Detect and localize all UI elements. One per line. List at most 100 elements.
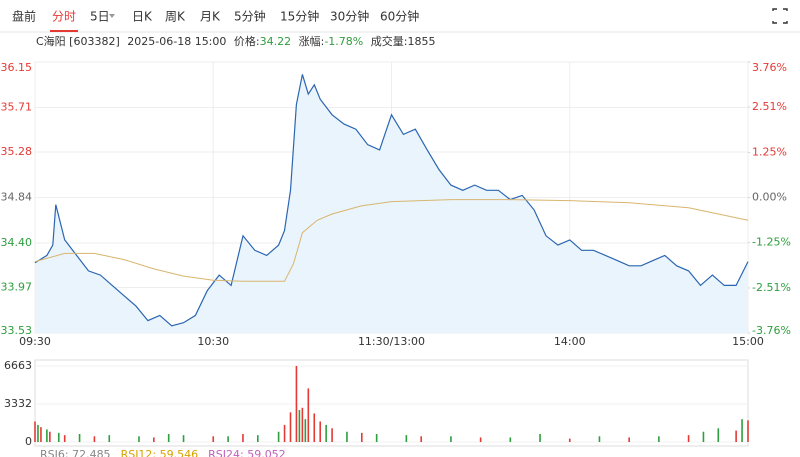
y-tick-label: 0 xyxy=(25,435,32,448)
volume-bar xyxy=(242,434,244,442)
volume-bar xyxy=(346,431,348,442)
y2-tick-label: 3.76% xyxy=(752,61,787,74)
info-label: 价格: xyxy=(234,34,260,48)
tab[interactable]: 周K xyxy=(165,10,186,24)
volume-bar xyxy=(568,438,571,442)
y-tick-label: 36.15 xyxy=(1,61,33,74)
y-tick-label: 35.71 xyxy=(1,101,33,114)
y-tick-label: 6663 xyxy=(4,359,32,372)
volume-bar xyxy=(37,424,39,442)
volume-bar xyxy=(319,421,321,442)
volume-bar xyxy=(331,428,333,442)
x-tick-label: 11:30/13:00 xyxy=(358,335,425,348)
volume-bar xyxy=(304,419,307,442)
volume-bar xyxy=(702,431,705,442)
volume-bar xyxy=(747,420,749,442)
y2-tick-label: 2.51% xyxy=(752,100,787,113)
tab[interactable]: 日K xyxy=(132,10,153,24)
average-line xyxy=(34,199,749,282)
volume-bar xyxy=(307,388,310,442)
volume-bar xyxy=(257,435,259,442)
volume-bar xyxy=(405,435,408,442)
info-change: -1.78% xyxy=(324,35,363,48)
x-tick-label: 09:30 xyxy=(19,335,51,348)
price-line xyxy=(34,74,749,327)
volume-bar xyxy=(283,424,286,442)
volume-bar xyxy=(479,437,482,442)
tab[interactable]: 30分钟 xyxy=(330,9,369,24)
x-tick-label: 15:00 xyxy=(732,335,764,348)
volume-bar xyxy=(153,437,155,442)
y2-tick-label: -1.25% xyxy=(752,236,791,249)
y-tick-label: 35.28 xyxy=(1,145,33,158)
tab[interactable]: 盘前 xyxy=(12,9,36,24)
volume-bar xyxy=(212,436,215,442)
volume-bar xyxy=(138,436,140,442)
volume-bar xyxy=(167,434,170,442)
volume-bar xyxy=(227,436,229,442)
fullscreen-icon[interactable] xyxy=(772,8,788,24)
x-tick-label: 14:00 xyxy=(554,335,586,348)
volume-bar xyxy=(49,431,51,442)
volume-bar xyxy=(313,413,316,442)
info-volume: 成交量:1855 xyxy=(371,34,436,48)
y2-tick-label: -2.51% xyxy=(752,281,791,294)
volume-bar xyxy=(301,407,304,442)
volume-bar xyxy=(628,437,630,442)
volume-bar xyxy=(40,427,42,442)
volume-bar xyxy=(63,435,66,442)
volume-bar xyxy=(298,410,301,442)
x-tick-label: 10:30 xyxy=(197,335,229,348)
volume-bar xyxy=(78,434,81,442)
volume-bar xyxy=(735,430,737,442)
tab[interactable]: 5分钟 xyxy=(234,9,266,24)
info-text: C海阳 [603382] 2025-06-18 15:00 价格:34.22 涨… xyxy=(36,34,435,48)
volume-bar xyxy=(277,431,280,442)
volume-bar xyxy=(295,366,298,442)
info-price: 34.22 xyxy=(260,35,292,48)
indicator-label: RSI12: 59.546 xyxy=(121,448,199,457)
stock-name: C海阳 [603382] xyxy=(36,34,120,48)
volume-bar xyxy=(57,432,60,442)
volume-bar xyxy=(46,429,48,442)
dropdown-arrow xyxy=(109,14,115,18)
y-tick-label: 34.40 xyxy=(1,236,33,249)
volume-bar xyxy=(34,421,36,442)
volume-bar xyxy=(325,424,327,442)
y2-tick-label: 0.00% xyxy=(752,191,787,204)
y2-tick-label: 1.25% xyxy=(752,145,787,158)
tab[interactable]: 月K xyxy=(200,10,221,24)
volume-bar xyxy=(509,437,512,442)
tab[interactable]: 5日 xyxy=(90,10,110,24)
volume-bar xyxy=(687,435,690,442)
volume-bar xyxy=(360,432,363,442)
y-tick-label: 34.84 xyxy=(1,191,33,204)
volume-bar xyxy=(598,436,601,442)
volume-bar xyxy=(741,419,743,442)
price-area xyxy=(35,74,748,334)
volume-bar xyxy=(420,436,423,442)
indicator-label: RSI24: 59.052 xyxy=(208,448,286,457)
volume-bar xyxy=(658,436,660,442)
volume-bar xyxy=(375,434,378,442)
volume-bar xyxy=(450,436,452,442)
info-label: 涨幅: xyxy=(299,35,325,48)
volume-bar xyxy=(539,434,541,442)
volume-bar xyxy=(108,435,111,442)
volume-frame xyxy=(34,359,749,447)
volume-bar xyxy=(182,435,185,442)
y2-tick-label: -3.76% xyxy=(752,324,791,337)
info-time: 2025-06-18 15:00 xyxy=(127,35,226,48)
tab[interactable]: 60分钟 xyxy=(380,9,419,24)
volume-bar xyxy=(717,428,720,442)
y-tick-label: 3332 xyxy=(4,397,32,410)
volume-bar xyxy=(289,412,292,442)
y-tick-label: 33.97 xyxy=(1,280,33,293)
indicator-label: RSI6: 72.485 xyxy=(40,448,111,457)
volume-bar xyxy=(93,436,96,442)
tab[interactable]: 15分钟 xyxy=(280,9,319,24)
y-tick-label: 33.53 xyxy=(1,324,33,337)
tab-active[interactable]: 分时 xyxy=(52,10,76,24)
